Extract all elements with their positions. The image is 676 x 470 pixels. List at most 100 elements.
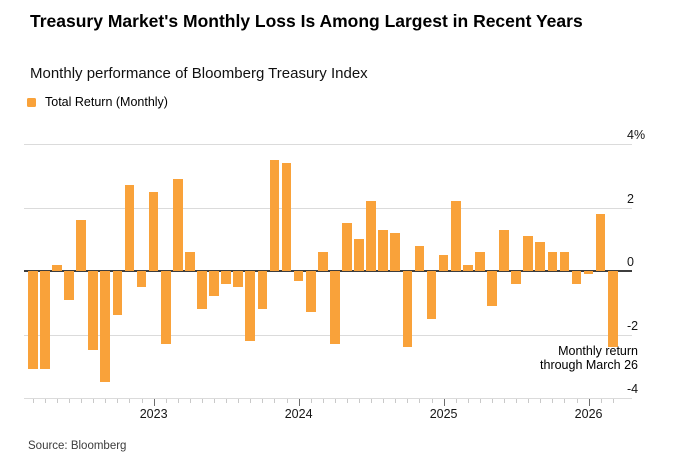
x-axis-minor-tick xyxy=(129,399,131,403)
x-axis-minor-tick xyxy=(322,399,324,403)
bar-2025-07 xyxy=(511,271,521,284)
bar-2023-01 xyxy=(148,191,159,271)
x-axis-minor-tick xyxy=(516,399,518,403)
x-axis-minor-tick xyxy=(334,399,336,403)
x-axis-major-tick xyxy=(153,399,155,406)
x-axis-minor-tick xyxy=(32,399,34,403)
x-axis-minor-tick xyxy=(564,399,566,403)
x-axis-minor-tick xyxy=(201,399,203,403)
gridline xyxy=(24,207,632,209)
legend-label: Total Return (Monthly) xyxy=(45,95,168,109)
bar-2024-01 xyxy=(293,271,304,281)
bar-2023-10 xyxy=(257,271,268,310)
x-axis-minor-tick xyxy=(44,399,46,403)
gridline xyxy=(24,398,632,399)
x-axis-minor-tick xyxy=(141,399,143,403)
bar-2023-02 xyxy=(160,271,171,345)
x-axis-minor-tick xyxy=(189,399,191,403)
x-axis-minor-tick xyxy=(455,399,457,403)
y-axis-label: 2 xyxy=(627,191,634,206)
x-axis-minor-tick xyxy=(250,399,252,403)
x-axis-major-tick xyxy=(443,399,445,406)
bar-2023-07 xyxy=(221,271,231,284)
bar-2022-08 xyxy=(88,271,99,351)
bar-2022-05 xyxy=(52,264,62,271)
x-axis-minor-tick xyxy=(419,399,421,403)
bar-2023-06 xyxy=(209,271,219,297)
x-axis-minor-tick xyxy=(383,399,385,403)
x-axis-minor-tick xyxy=(274,399,276,403)
x-axis-minor-tick xyxy=(359,399,361,403)
x-axis-minor-tick xyxy=(528,399,530,403)
x-axis-minor-tick xyxy=(576,399,578,403)
bar-2022-11 xyxy=(124,185,135,271)
bar-2026-03 xyxy=(607,271,618,348)
bar-2024-09 xyxy=(390,232,401,271)
bar-2025-11 xyxy=(559,251,570,271)
x-axis-minor-tick xyxy=(407,399,409,403)
bar-2024-02 xyxy=(305,271,316,313)
y-axis-label: -4 xyxy=(627,382,639,396)
x-axis-minor-tick xyxy=(93,399,95,403)
bar-2026-02 xyxy=(595,213,606,271)
bar-2024-12 xyxy=(426,271,437,319)
bar-2023-05 xyxy=(197,271,207,310)
bar-2025-01 xyxy=(438,255,449,271)
x-axis-minor-tick xyxy=(479,399,481,403)
x-axis: 2023 2024 2025 2026 xyxy=(28,398,620,426)
x-axis-minor-tick xyxy=(105,399,107,403)
bar-2024-06 xyxy=(354,239,364,271)
bar-2022-04 xyxy=(40,271,50,370)
x-axis-minor-tick xyxy=(552,399,554,403)
bar-2024-10 xyxy=(402,271,413,348)
x-axis-minor-tick xyxy=(395,399,397,403)
x-axis-minor-tick xyxy=(431,399,433,403)
bar-2025-04 xyxy=(475,251,485,271)
bar-2024-05 xyxy=(342,223,352,271)
bar-2022-12 xyxy=(136,271,147,287)
x-axis-minor-tick xyxy=(491,399,493,403)
bar-2023-12 xyxy=(281,163,292,271)
bar-2025-05 xyxy=(487,271,497,306)
x-axis-minor-tick xyxy=(600,399,602,403)
bar-2025-03 xyxy=(462,264,473,271)
bar-2024-11 xyxy=(414,245,425,271)
bar-2023-04 xyxy=(185,251,195,271)
bar-2024-04 xyxy=(330,271,340,345)
x-axis-minor-tick xyxy=(346,399,348,403)
bar-2022-06 xyxy=(64,271,74,300)
bar-2025-02 xyxy=(450,201,461,271)
bar-2023-03 xyxy=(172,178,183,271)
x-axis-minor-tick xyxy=(238,399,240,403)
x-axis-minor-tick xyxy=(262,399,264,403)
legend-swatch-icon xyxy=(27,97,36,107)
bar-2026-01 xyxy=(583,271,594,275)
x-axis-minor-tick xyxy=(117,399,119,403)
x-axis-year-label: 2025 xyxy=(429,407,458,421)
x-axis-minor-tick xyxy=(286,399,288,403)
bar-2022-03 xyxy=(28,271,38,370)
x-axis-year-label: 2024 xyxy=(284,407,313,421)
annotation-line-1: Monthly return xyxy=(558,344,638,358)
x-axis-minor-tick xyxy=(540,399,542,403)
annotation: Monthly return through March 26 xyxy=(540,344,638,372)
source-note: Source: Bloomberg xyxy=(28,440,127,452)
grid xyxy=(24,144,632,399)
x-axis-minor-tick xyxy=(504,399,506,403)
x-axis-minor-tick xyxy=(467,399,469,403)
bar-2022-07 xyxy=(76,220,86,271)
y-axis-label: 0 xyxy=(627,255,634,269)
x-axis-major-tick xyxy=(588,399,590,406)
bar-2025-08 xyxy=(523,236,533,271)
x-axis-major-tick xyxy=(298,399,300,406)
bar-2024-03 xyxy=(317,251,328,271)
bar-2022-10 xyxy=(112,271,123,316)
annotation-line-2: through March 26 xyxy=(540,357,638,372)
legend: Total Return (Monthly) xyxy=(27,95,168,109)
plot-area: 2023 2024 2025 2026 4% 2 0 -2 -4 xyxy=(24,128,645,421)
bar-2023-08 xyxy=(233,271,244,287)
x-axis-minor-tick xyxy=(612,399,614,403)
x-axis-minor-tick xyxy=(69,399,71,403)
bar-2023-09 xyxy=(245,271,256,341)
